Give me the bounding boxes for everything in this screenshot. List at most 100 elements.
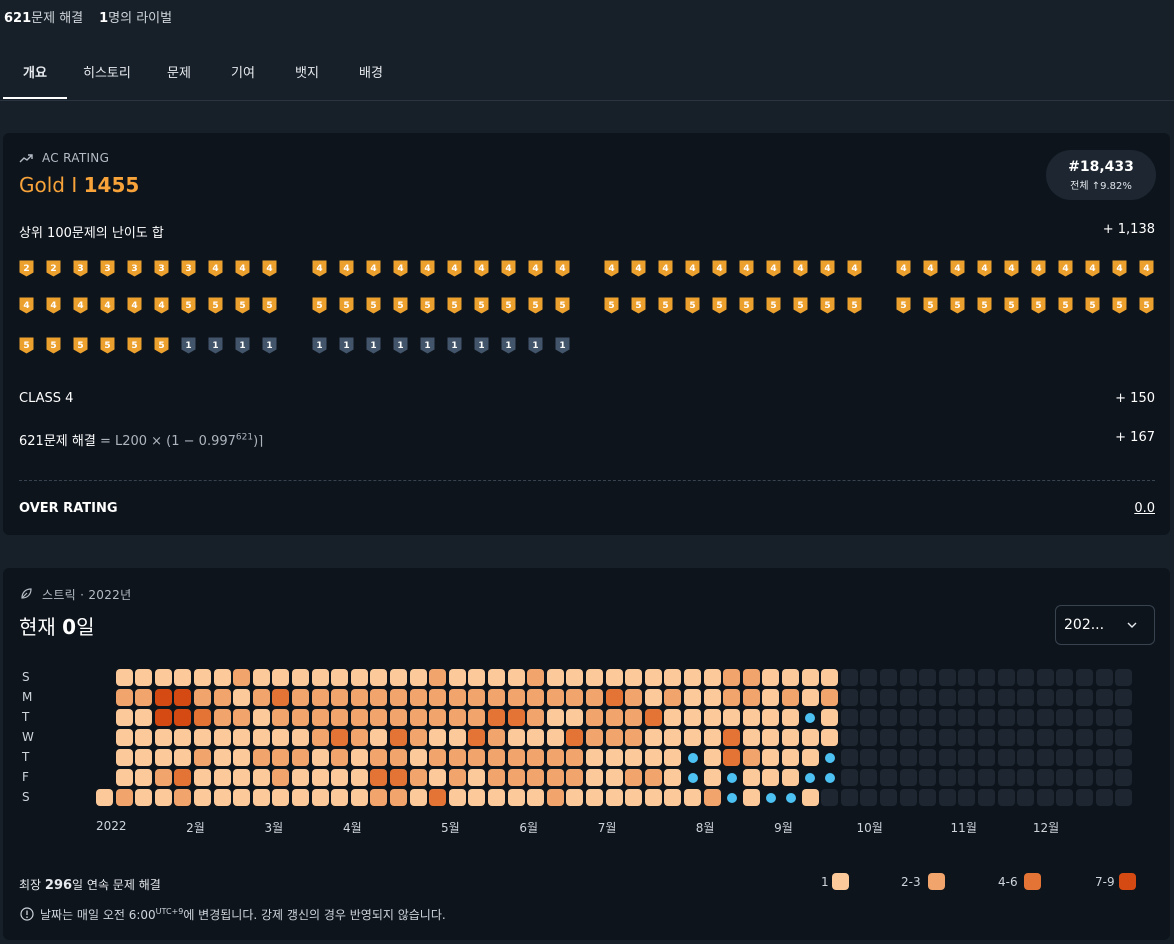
streak-day-cell[interactable] bbox=[331, 769, 349, 786]
streak-day-cell[interactable] bbox=[154, 709, 172, 726]
streak-day-cell[interactable] bbox=[527, 789, 545, 806]
streak-day-cell[interactable] bbox=[703, 709, 721, 726]
streak-day-cell[interactable] bbox=[605, 769, 623, 786]
tab-history[interactable]: 히스토리 bbox=[83, 66, 131, 81]
streak-day-cell[interactable] bbox=[252, 789, 270, 806]
streak-day-cell[interactable] bbox=[468, 669, 486, 686]
streak-day-cell[interactable] bbox=[350, 669, 368, 686]
streak-day-cell[interactable] bbox=[586, 689, 603, 706]
streak-day-cell[interactable] bbox=[331, 689, 349, 706]
streak-day-cell[interactable] bbox=[762, 689, 780, 706]
streak-day-cell[interactable] bbox=[194, 689, 211, 706]
streak-day-cell[interactable] bbox=[684, 689, 701, 706]
streak-day-cell[interactable] bbox=[272, 689, 290, 706]
streak-day-cell[interactable] bbox=[174, 749, 192, 766]
streak-day-cell[interactable] bbox=[429, 769, 447, 786]
streak-day-cell[interactable] bbox=[644, 709, 662, 726]
freeze-day-dot[interactable] bbox=[824, 752, 835, 763]
streak-day-cell[interactable] bbox=[801, 749, 819, 766]
streak-day-cell[interactable] bbox=[233, 789, 251, 806]
streak-day-cell[interactable] bbox=[233, 749, 251, 766]
streak-day-cell[interactable] bbox=[272, 789, 290, 806]
streak-day-cell[interactable] bbox=[546, 749, 564, 766]
streak-day-cell[interactable] bbox=[546, 789, 564, 806]
streak-day-cell[interactable] bbox=[684, 729, 701, 746]
streak-day-cell[interactable] bbox=[801, 669, 819, 686]
streak-day-cell[interactable] bbox=[527, 669, 545, 686]
freeze-day-dot[interactable] bbox=[824, 772, 835, 783]
streak-day-cell[interactable] bbox=[429, 789, 447, 806]
streak-day-cell[interactable] bbox=[194, 669, 211, 686]
streak-day-cell[interactable] bbox=[174, 709, 192, 726]
streak-day-cell[interactable] bbox=[194, 709, 211, 726]
streak-day-cell[interactable] bbox=[272, 669, 290, 686]
streak-day-cell[interactable] bbox=[194, 749, 211, 766]
streak-day-cell[interactable] bbox=[135, 789, 153, 806]
streak-day-cell[interactable] bbox=[762, 769, 780, 786]
streak-day-cell[interactable] bbox=[566, 749, 584, 766]
streak-day-cell[interactable] bbox=[252, 749, 270, 766]
streak-day-cell[interactable] bbox=[723, 729, 741, 746]
streak-day-cell[interactable] bbox=[429, 729, 447, 746]
streak-day-cell[interactable] bbox=[115, 709, 133, 726]
streak-day-cell[interactable] bbox=[644, 749, 662, 766]
streak-day-cell[interactable] bbox=[194, 769, 211, 786]
streak-day-cell[interactable] bbox=[154, 769, 172, 786]
streak-day-cell[interactable] bbox=[605, 729, 623, 746]
streak-day-cell[interactable] bbox=[821, 689, 839, 706]
streak-day-cell[interactable] bbox=[468, 749, 486, 766]
freeze-day-dot[interactable] bbox=[687, 772, 698, 783]
streak-day-cell[interactable] bbox=[311, 789, 329, 806]
streak-day-cell[interactable] bbox=[429, 749, 447, 766]
streak-day-cell[interactable] bbox=[115, 789, 133, 806]
freeze-day-dot[interactable] bbox=[687, 752, 698, 763]
streak-day-cell[interactable] bbox=[213, 789, 231, 806]
streak-day-cell[interactable] bbox=[135, 729, 153, 746]
streak-day-cell[interactable] bbox=[742, 709, 760, 726]
streak-day-cell[interactable] bbox=[252, 729, 270, 746]
streak-day-cell[interactable] bbox=[409, 789, 427, 806]
streak-day-cell[interactable] bbox=[370, 749, 388, 766]
streak-day-cell[interactable] bbox=[213, 729, 231, 746]
streak-day-cell[interactable] bbox=[448, 789, 466, 806]
streak-day-cell[interactable] bbox=[684, 669, 701, 686]
streak-day-cell[interactable] bbox=[605, 789, 623, 806]
tab-backgrounds[interactable]: 배경 bbox=[359, 66, 383, 81]
streak-day-cell[interactable] bbox=[782, 729, 799, 746]
streak-day-cell[interactable] bbox=[292, 769, 309, 786]
streak-day-cell[interactable] bbox=[801, 789, 819, 806]
streak-day-cell[interactable] bbox=[135, 749, 153, 766]
streak-day-cell[interactable] bbox=[566, 729, 584, 746]
streak-day-cell[interactable] bbox=[311, 689, 329, 706]
streak-day-cell[interactable] bbox=[252, 769, 270, 786]
streak-day-cell[interactable] bbox=[782, 689, 799, 706]
streak-day-cell[interactable] bbox=[115, 689, 133, 706]
streak-day-cell[interactable] bbox=[272, 749, 290, 766]
streak-day-cell[interactable] bbox=[507, 729, 525, 746]
streak-day-cell[interactable] bbox=[213, 769, 231, 786]
streak-day-cell[interactable] bbox=[586, 669, 603, 686]
streak-day-cell[interactable] bbox=[311, 749, 329, 766]
streak-day-cell[interactable] bbox=[762, 749, 780, 766]
streak-day-cell[interactable] bbox=[154, 729, 172, 746]
year-select[interactable]: 202... bbox=[1055, 605, 1155, 645]
streak-day-cell[interactable] bbox=[390, 669, 407, 686]
streak-day-cell[interactable] bbox=[331, 709, 349, 726]
streak-day-cell[interactable] bbox=[194, 789, 211, 806]
streak-day-cell[interactable] bbox=[448, 749, 466, 766]
streak-day-cell[interactable] bbox=[311, 769, 329, 786]
streak-day-cell[interactable] bbox=[292, 689, 309, 706]
streak-day-cell[interactable] bbox=[350, 769, 368, 786]
streak-day-cell[interactable] bbox=[154, 689, 172, 706]
streak-day-cell[interactable] bbox=[664, 689, 682, 706]
streak-day-cell[interactable] bbox=[821, 709, 839, 726]
streak-day-cell[interactable] bbox=[664, 769, 682, 786]
streak-day-cell[interactable] bbox=[527, 749, 545, 766]
streak-day-cell[interactable] bbox=[821, 729, 839, 746]
streak-day-cell[interactable] bbox=[448, 709, 466, 726]
streak-day-cell[interactable] bbox=[664, 789, 682, 806]
streak-day-cell[interactable] bbox=[448, 689, 466, 706]
streak-day-cell[interactable] bbox=[390, 689, 407, 706]
streak-day-cell[interactable] bbox=[507, 669, 525, 686]
streak-day-cell[interactable] bbox=[292, 709, 309, 726]
